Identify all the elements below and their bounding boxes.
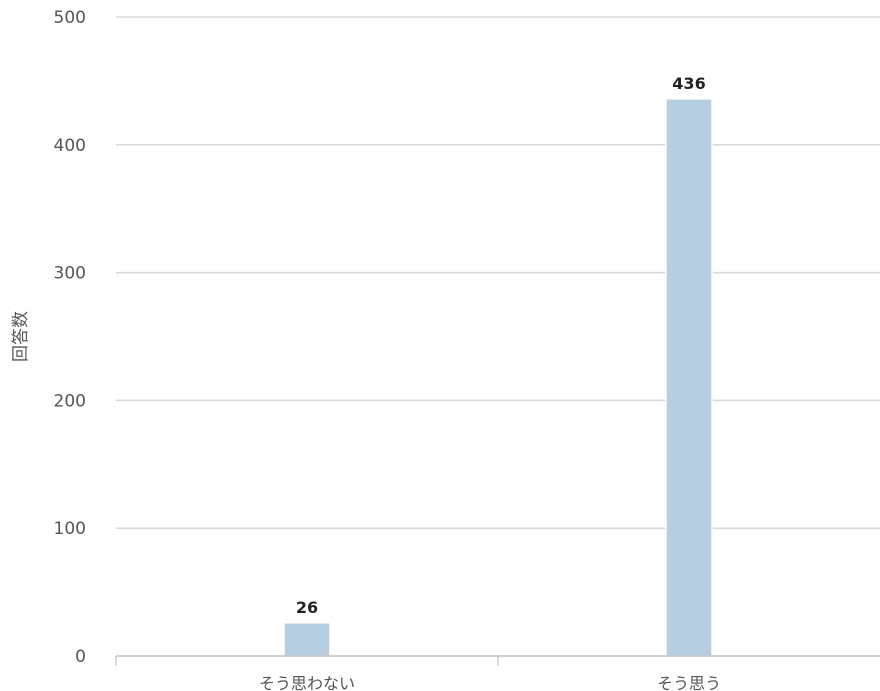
y-axis-label: 回答数	[11, 311, 31, 362]
y-tick-label: 100	[54, 519, 86, 539]
x-tick-label: そう思わない	[259, 674, 355, 691]
data-labels: 26 436	[296, 74, 706, 617]
bar-0[interactable]	[283, 622, 331, 657]
y-tick-label: 400	[54, 136, 86, 156]
y-axis-tick-labels: 0 100 200 300 400 500	[54, 8, 86, 667]
y-tick-label: 500	[54, 8, 86, 28]
data-label: 26	[296, 598, 318, 617]
y-tick-label: 300	[54, 264, 86, 284]
x-axis: そう思わない そう思う	[115, 655, 880, 691]
data-label: 436	[672, 74, 705, 93]
y-tick-label: 200	[54, 391, 86, 411]
bars	[283, 98, 713, 657]
bar-1[interactable]	[665, 98, 713, 657]
x-tick-label: そう思う	[657, 674, 721, 691]
y-tick-label: 0	[75, 647, 86, 667]
gridlines	[116, 16, 880, 529]
